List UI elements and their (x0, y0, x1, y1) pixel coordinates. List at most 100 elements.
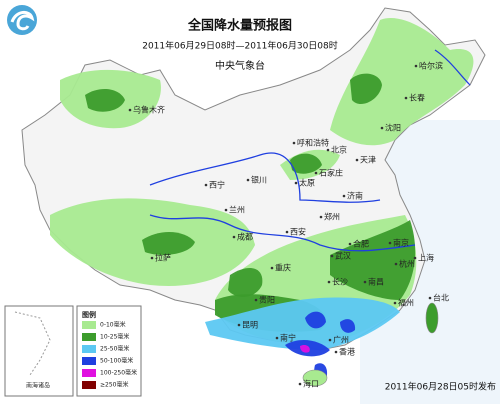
city-label: 石家庄 (319, 168, 343, 178)
hainan-island (302, 369, 328, 387)
legend-swatch (82, 357, 96, 365)
city-label: 北京 (331, 145, 347, 155)
legend-label: 25-50毫米 (100, 345, 129, 353)
city-label: 西安 (290, 227, 306, 237)
city-dot (292, 141, 296, 145)
city-label: 昆明 (242, 321, 258, 330)
city-dot (342, 194, 346, 198)
legend-label: 0-10毫米 (100, 321, 126, 329)
city-label: 香港 (339, 347, 355, 357)
precip-zones (50, 18, 474, 382)
city-dot (330, 254, 334, 258)
river (149, 214, 416, 252)
city-label: 武汉 (335, 251, 351, 261)
city-label: 杭州 (399, 259, 415, 269)
city-label: 台北 (433, 293, 449, 303)
city-dot (388, 241, 392, 245)
south-sea-inset: 南海诸岛 (4, 305, 74, 397)
precip-zone (350, 73, 382, 105)
city-dot (254, 298, 258, 302)
city-label: 银川 (251, 175, 267, 185)
city-dot (275, 336, 279, 340)
city-label: 呼和浩特 (297, 138, 329, 148)
legend-label: 50-100毫米 (100, 357, 133, 365)
legend-title: 图例 (82, 310, 96, 319)
city-label: 海口 (303, 379, 319, 389)
city-dot (314, 171, 318, 175)
city-label: 合肥 (353, 239, 369, 249)
city-dot (428, 296, 432, 300)
taiwan-island (425, 302, 439, 334)
inset-frame (4, 305, 74, 397)
city-label: 南昌 (368, 277, 384, 287)
city-dot (285, 230, 289, 234)
city-dot (232, 235, 236, 239)
city-dot (319, 215, 323, 219)
city-label: 长春 (409, 93, 425, 103)
logo-swirl (10, 11, 35, 31)
legend-swatch (82, 321, 96, 329)
city-label: 福州 (398, 299, 414, 308)
city-label: 乌鲁木齐 (133, 105, 165, 115)
legend-swatch (82, 369, 96, 377)
precip-zone (330, 18, 474, 146)
precip-zone (290, 153, 322, 174)
city-dot (414, 64, 418, 68)
city-label: 兰州 (229, 205, 245, 215)
legend-swatch (82, 381, 96, 389)
city-label: 重庆 (275, 263, 291, 273)
map-subtitle: 2011年06月29日08时—2011年06月30日08时 (142, 40, 338, 52)
city-dot (128, 108, 132, 112)
legend-label: 10-25毫米 (100, 333, 129, 341)
city-label: 南宁 (280, 333, 296, 343)
city-dot (334, 350, 338, 354)
city-label: 南京 (393, 238, 409, 248)
city-label: 哈尔滨 (419, 61, 443, 71)
city-dot (327, 280, 331, 284)
city-label: 西宁 (209, 180, 225, 190)
city-dot (393, 301, 397, 305)
city-label: 广州 (333, 335, 349, 345)
city-label: 太原 (299, 178, 315, 188)
precip-zone (85, 88, 125, 112)
city-dot (413, 256, 417, 260)
river (434, 49, 471, 86)
city-label: 天津 (360, 155, 376, 165)
precip-zone (305, 311, 326, 329)
city-dot (294, 181, 298, 185)
city-label: 沈阳 (385, 123, 401, 133)
city-dot (270, 266, 274, 270)
precip-zone (330, 220, 416, 300)
city-dot (246, 178, 250, 182)
river (149, 152, 381, 203)
city-dot (348, 242, 352, 246)
city-dot (328, 338, 332, 342)
precip-zone (300, 344, 310, 353)
city-dot (298, 382, 302, 386)
precip-zone (228, 267, 263, 297)
city-label: 长沙 (332, 277, 348, 287)
city-dot (224, 208, 228, 212)
inset-boundary (14, 311, 51, 376)
city-dot (380, 126, 384, 130)
city-label: 贵阳 (259, 295, 275, 305)
legend-label: 100-250毫米 (100, 369, 137, 377)
city-label: 济南 (347, 191, 363, 201)
city-label: 郑州 (324, 212, 340, 222)
city-dot (237, 323, 241, 327)
city-dot (363, 280, 367, 284)
inset-label: 南海诸岛 (26, 382, 50, 390)
legend-swatch (82, 345, 96, 353)
map-title: 全国降水量预报图 (187, 18, 292, 34)
city-dot (150, 256, 154, 260)
precip-zone (340, 319, 356, 333)
precip-zone (142, 231, 195, 255)
city-dot (326, 148, 330, 152)
city-dot (355, 158, 359, 162)
issue-time: 2011年06月28日05时发布 (385, 381, 496, 393)
legend: 图例 0-10毫米 10-25毫米 25-50毫米 50-100毫米 100-250毫米… (76, 305, 142, 397)
city-label: 上海 (418, 253, 434, 263)
city-dot (394, 262, 398, 266)
